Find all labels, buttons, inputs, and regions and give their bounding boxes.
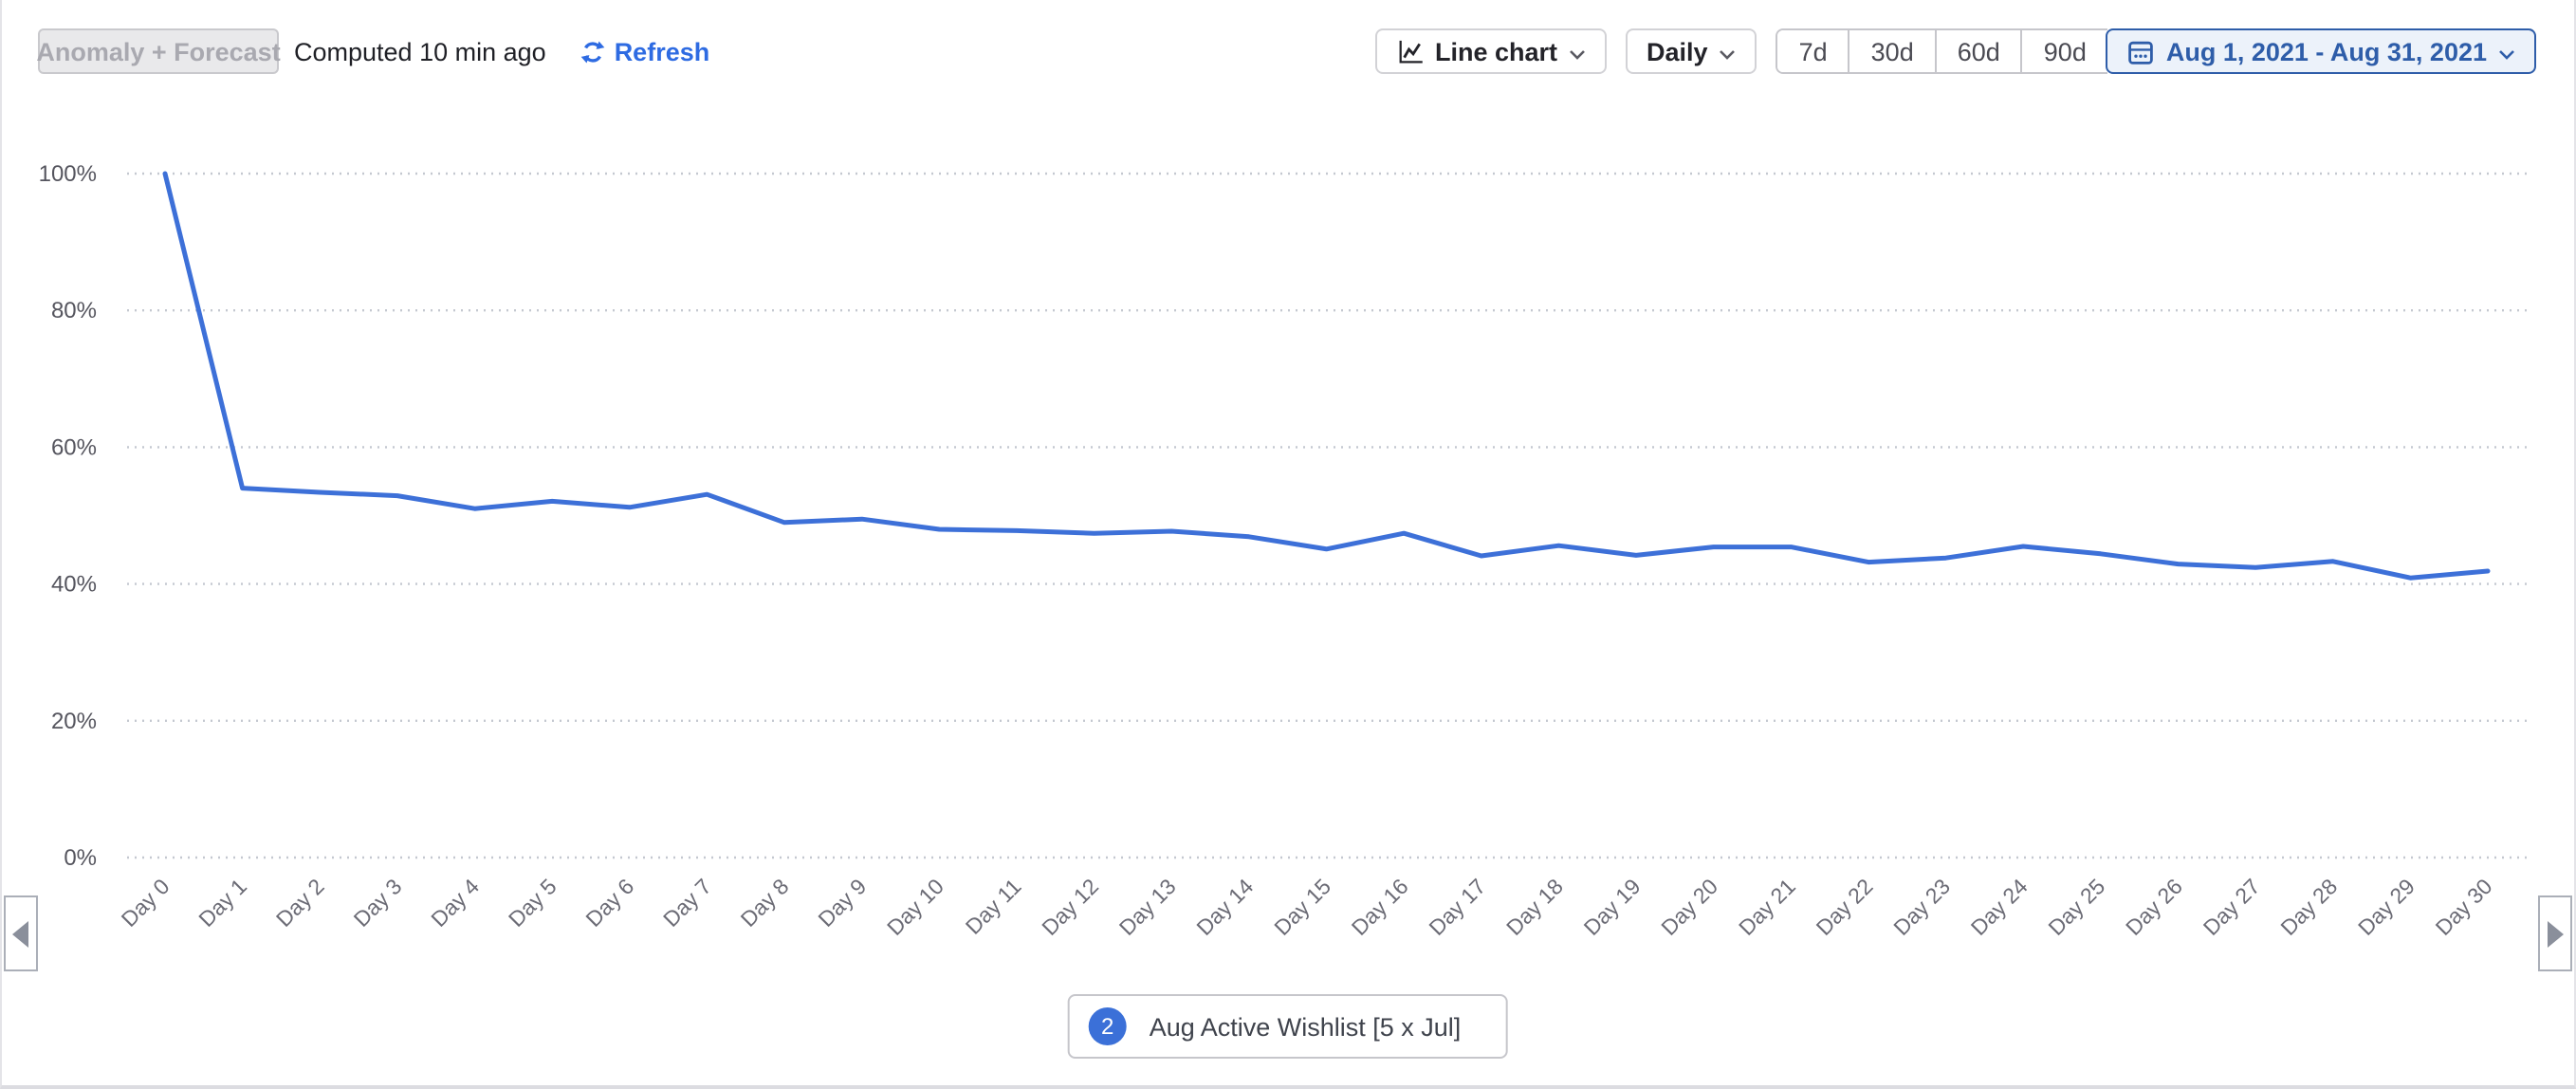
series-badge: 2	[1088, 1007, 1127, 1045]
legend-item[interactable]: 2 Aug Active Wishlist [5 x Jul]	[1067, 994, 1509, 1059]
scroll-right-button[interactable]	[2538, 895, 2572, 971]
range-7d-button[interactable]: 7d	[1777, 30, 1850, 72]
series-label: Aug Active Wishlist [5 x Jul]	[1149, 1012, 1462, 1041]
y-axis-label: 60%	[51, 434, 97, 460]
refresh-icon	[580, 39, 605, 64]
toolbar-left: Anomaly + Forecast Computed 10 min ago R…	[36, 28, 710, 74]
x-axis-label: Day 30	[2431, 874, 2497, 940]
x-axis-label: Day 22	[1812, 874, 1878, 940]
x-axis-label: Day 3	[349, 874, 407, 932]
x-axis-label: Day 5	[504, 874, 561, 932]
x-axis-label: Day 4	[426, 874, 484, 932]
y-axis-label: 40%	[51, 572, 97, 598]
y-axis-label: 20%	[51, 709, 97, 734]
x-axis-label: Day 0	[117, 874, 175, 932]
range-60d-button[interactable]: 60d	[1936, 30, 2023, 72]
x-axis-label: Day 1	[193, 874, 251, 932]
scroll-left-button[interactable]	[4, 895, 38, 971]
x-axis-label: Day 29	[2353, 874, 2420, 940]
refresh-label: Refresh	[614, 37, 710, 65]
x-axis-label: Day 18	[1501, 874, 1568, 940]
range-30d-button[interactable]: 30d	[1849, 30, 1937, 72]
series-line	[162, 171, 2491, 581]
x-axis-label: Day 11	[961, 874, 1026, 939]
y-axis-label: 100%	[39, 161, 97, 187]
computed-status-text: Computed 10 min ago	[294, 37, 546, 65]
anomaly-forecast-button[interactable]: Anomaly + Forecast	[36, 28, 281, 74]
x-axis-label: Day 16	[1347, 874, 1413, 940]
x-axis-label: Day 9	[813, 874, 871, 932]
granularity-label: Daily	[1647, 37, 1708, 65]
chevron-down-icon	[1569, 37, 1586, 65]
x-axis-label: Day 13	[1114, 874, 1181, 940]
x-axis-label: Day 14	[1191, 874, 1258, 940]
x-axis-label: Day 10	[882, 874, 948, 940]
x-axis-label: Day 26	[2121, 874, 2187, 940]
triangle-left-icon	[11, 919, 30, 948]
x-axis-label: Day 20	[1656, 874, 1722, 940]
date-range-label: Aug 1, 2021 - Aug 31, 2021	[2165, 37, 2487, 65]
x-axis-label: Day 25	[2043, 874, 2109, 940]
x-axis-label: Day 2	[271, 874, 329, 932]
x-axis-label: Day 8	[736, 874, 794, 932]
x-axis-label: Day 12	[1037, 874, 1103, 940]
calendar-icon	[2126, 37, 2155, 65]
line-chart: 100% 80% 60% 40% 20% 0% Day 0 Day 1 Day 2 Day 3 Da…	[39, 161, 2529, 940]
x-axis-label: Day 24	[1966, 874, 2033, 940]
line-chart-icon	[1395, 37, 1424, 65]
x-axis-label: Day 19	[1579, 874, 1646, 940]
triangle-right-icon	[2546, 919, 2565, 948]
chart-type-dropdown[interactable]: Line chart	[1374, 28, 1608, 74]
refresh-link[interactable]: Refresh	[580, 37, 710, 65]
x-axis-label: Day 7	[658, 874, 716, 932]
y-axis-label: 80%	[51, 298, 97, 323]
x-axis-label: Day 28	[2275, 874, 2342, 940]
toolbar-right: Line chart Daily 7d 30d 60d 90d	[1374, 28, 2536, 74]
x-axis-label: Day 6	[580, 874, 638, 932]
x-axis-label: Day 15	[1269, 874, 1335, 940]
date-range-presets: 7d 30d 60d 90d	[1776, 28, 2107, 74]
range-90d-button[interactable]: 90d	[2022, 30, 2107, 72]
x-axis-label: Day 17	[1424, 874, 1490, 940]
x-axis-label: Day 21	[1734, 874, 1800, 940]
date-range-picker[interactable]: Aug 1, 2021 - Aug 31, 2021	[2105, 28, 2536, 74]
x-axis-label: Day 23	[1888, 874, 1955, 940]
chevron-down-icon	[1720, 37, 1737, 65]
chart-type-label: Line chart	[1435, 37, 1558, 65]
x-axis-label: Day 27	[2199, 874, 2265, 940]
chevron-down-icon	[2498, 37, 2515, 65]
y-axis-label: 0%	[64, 845, 97, 871]
granularity-dropdown[interactable]: Daily	[1626, 28, 1757, 74]
